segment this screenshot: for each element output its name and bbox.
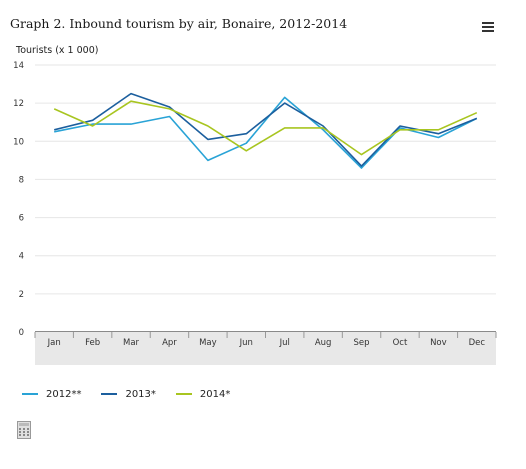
- legend-item-2013[interactable]: 2013*: [101, 388, 156, 400]
- y-tick-label: 4: [19, 252, 24, 262]
- x-tick-label: Feb: [85, 338, 100, 348]
- hamburger-menu-icon[interactable]: [482, 22, 494, 32]
- y-tick-label: 10: [13, 137, 24, 147]
- x-tick-label: Nov: [430, 338, 447, 348]
- legend-swatch-2012: [22, 393, 38, 395]
- x-tick-label: Sep: [354, 338, 370, 348]
- x-tick-label: Apr: [162, 338, 177, 348]
- y-tick-label: 2: [19, 290, 24, 300]
- y-tick-label: 12: [13, 99, 24, 109]
- y-tick-label: 6: [19, 214, 24, 224]
- y-tick-label: 14: [13, 61, 24, 71]
- series-line-0: [54, 96, 478, 169]
- series-line-2: [53, 100, 478, 156]
- y-tick-label: 0: [19, 328, 24, 338]
- chart-title: Graph 2. Inbound tourism by air, Bonaire…: [10, 16, 348, 31]
- grid-lines: [35, 64, 496, 333]
- series-line-1: [54, 92, 478, 167]
- legend-item-2014[interactable]: 2014*: [175, 388, 231, 400]
- y-tick-label: 8: [19, 175, 24, 185]
- x-tick-label: Jan: [47, 338, 61, 348]
- x-tick-label: Mar: [123, 338, 140, 348]
- x-tick-marks: [34, 332, 497, 338]
- legend-label-2014: 2014*: [199, 388, 231, 400]
- x-tick-label: May: [199, 338, 217, 348]
- y-tick-labels: 0 2 4 6 8 10 12 14: [13, 61, 24, 338]
- legend-label-2013: 2013*: [125, 388, 156, 400]
- legend: 2012** 2013* 2014*: [22, 385, 250, 403]
- x-tick-label: Aug: [315, 338, 332, 348]
- x-tick-label: Jul: [279, 338, 290, 348]
- x-tick-label: Dec: [469, 338, 486, 348]
- legend-item-2012[interactable]: 2012**: [22, 389, 81, 400]
- legend-swatch-2014: [175, 393, 192, 395]
- x-tick-label: Jun: [239, 338, 253, 348]
- x-tick-label: Oct: [393, 338, 408, 348]
- calculator-icon[interactable]: [17, 421, 31, 439]
- x-tick-labels: Jan Feb Mar Apr May Jun Jul Aug Sep Oct Nov Dec: [47, 338, 486, 348]
- y-axis-label: Tourists (x 1 000): [16, 45, 99, 56]
- legend-label-2012: 2012**: [46, 388, 82, 400]
- series-lines: [53, 92, 478, 169]
- legend-swatch-2013: [101, 393, 118, 395]
